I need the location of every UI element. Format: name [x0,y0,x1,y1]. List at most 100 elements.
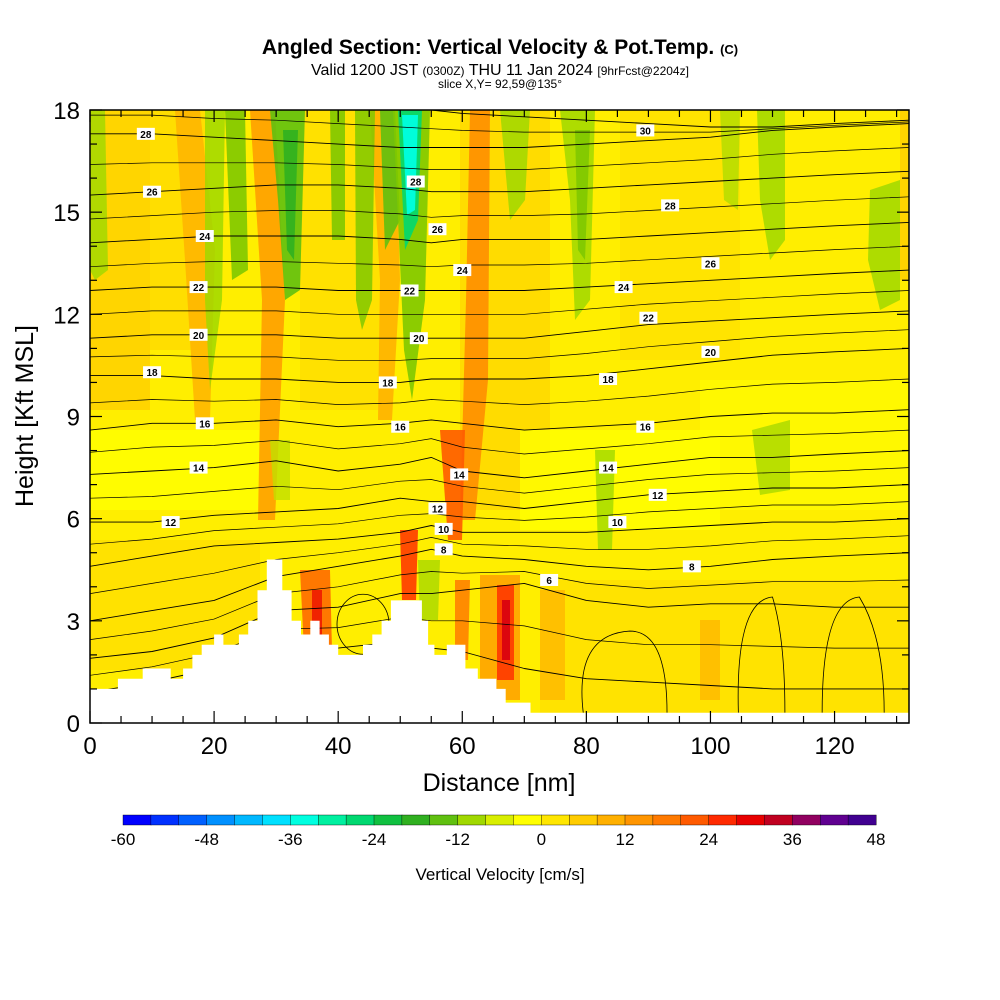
colorbar-swatch [624,814,654,826]
theta-label-box [143,185,162,198]
colorbar-swatch [847,814,877,826]
theta-contour-minor [90,535,909,594]
theta-label-box [701,257,720,270]
theta-label: 14 [193,464,205,475]
colorbar-swatch [820,814,849,826]
colorbar-tick-label: -48 [194,830,219,849]
colorbar [122,814,877,826]
colorbar-swatch [122,814,152,826]
downdraft-streak [500,110,530,220]
theta-label-box [648,488,667,501]
theta-contour-minor [90,501,909,545]
theta-label: 28 [140,130,152,141]
theta-contour-10 [90,518,909,567]
theta-contour-6 [90,582,909,659]
theta-label-box [143,366,162,379]
theta-label: 22 [193,283,205,294]
theta-label-box [391,420,410,433]
theta-label-box [661,199,680,212]
theta-label: 16 [199,419,211,430]
downdraft-streak [355,110,375,330]
colorbar-tick-label: 0 [537,830,546,849]
theta-label: 6 [546,576,552,587]
colorbar-tick-label: 12 [616,830,635,849]
theta-label-box [636,420,655,433]
y-tick-label: 18 [53,98,80,125]
x-tick-label: 80 [573,733,600,760]
theta-contour-minor [90,290,909,315]
colorbar-swatch [764,814,793,826]
theta-contour-minor [90,147,909,170]
velocity-band [520,430,720,530]
colorbar-swatch [680,814,710,826]
theta-label: 20 [705,348,717,359]
theta-contour-minor [90,429,909,455]
updraft-plume [540,590,565,700]
theta-label: 24 [199,232,211,243]
theta-contour-16 [90,409,909,431]
theta-label-box [189,461,208,474]
theta-label: 12 [165,518,177,529]
colorbar-swatch [513,814,542,826]
updraft-plume [700,620,720,700]
x-tick-label: 0 [83,733,96,760]
theta-label: 12 [652,491,664,502]
downdraft-streak [283,130,298,260]
theta-label: 26 [146,188,158,199]
theta-label-box [400,284,419,297]
updraft-plume [250,110,285,520]
theta-contour-cell [581,630,668,713]
theta-label: 10 [612,518,624,529]
theta-label-box [189,328,208,341]
theta-label-box [434,543,453,556]
theta-label: 18 [382,378,394,389]
theta-contour-minor [90,571,909,640]
colorbar-swatch [485,814,514,826]
colorbar-tick-label: 48 [867,830,886,849]
colorbar-label: Vertical Velocity [cm/s] [415,865,584,884]
theta-label-box [189,281,208,294]
colorbar-tick-label: -36 [278,830,303,849]
downdraft-streak [330,110,345,240]
theta-label: 10 [438,525,450,536]
theta-label-box [599,461,618,474]
colorbar-swatch [262,814,291,826]
theta-label: 18 [146,368,158,379]
theta-label-box [136,127,155,140]
velocity-band [900,110,909,280]
velocity-band [540,580,909,720]
colorbar-swatch [345,814,375,826]
chart-title: Angled Section: Vertical Velocity & Pot.… [261,36,739,59]
colorbar-swatch [318,814,347,826]
updraft-plume [455,580,470,660]
colorbar-tick-label: 24 [699,830,718,849]
colorbar-ticks: -60 -48 -36 -24 -12 0 12 24 36 48 [111,830,886,849]
colorbar-swatch [150,814,180,826]
theta-contour-minor [90,378,909,405]
theta-label: 8 [441,545,447,556]
colorbar-tick-label: -12 [445,830,470,849]
theta-label: 16 [395,423,407,434]
downdraft-streak [575,130,590,260]
theta-contour-minor [90,329,909,361]
theta-contour-20 [90,310,909,339]
x-axis-label: Distance [nm] [423,769,576,797]
colorbar-tick-label: 36 [783,830,802,849]
theta-label-box [434,522,453,535]
colorbar-tick-label: -24 [362,830,387,849]
y-tick-label: 0 [67,711,80,738]
theta-label-box [599,373,618,386]
theta-label: 12 [432,504,444,515]
theta-label: 8 [689,562,695,573]
theta-label-box [428,502,447,515]
theta-label: 28 [410,178,422,189]
theta-label: 30 [640,126,652,137]
chart-subtitle: Valid 1200 JST (0300Z) THU 11 Jan 2024 [… [311,62,689,79]
x-tick-label: 100 [690,733,730,760]
x-tick-label: 20 [201,733,228,760]
colorbar-swatch [290,814,319,826]
downdraft-streak [757,110,785,260]
colorbar-swatch [234,814,263,826]
y-tick-label: 9 [67,405,80,432]
theta-label: 20 [193,331,205,342]
